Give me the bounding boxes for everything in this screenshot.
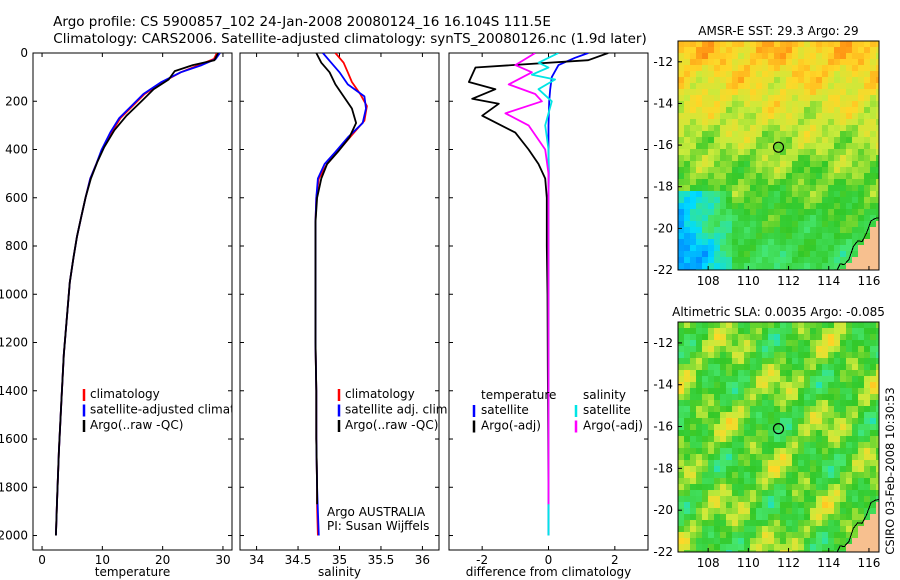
map-sla-xtick-label-4: 116 bbox=[857, 556, 880, 570]
map-sst-ytick-label-3: -18 bbox=[653, 180, 673, 194]
depth-tick-label-400: 400 bbox=[5, 143, 28, 157]
map-sla-ytick-label-1: -14 bbox=[653, 378, 673, 392]
salinity-panel: 34 34.5 35 35.5 36 salinity climatology satelli… bbox=[239, 52, 451, 579]
depth-tick-label-1200: 1200 bbox=[0, 336, 28, 350]
map-sla-ytick-label-4: -20 bbox=[653, 503, 673, 517]
map-sst-ytick-label-4: -20 bbox=[653, 221, 673, 235]
map-sla-frame bbox=[677, 321, 880, 553]
temperature-plot-frame bbox=[32, 52, 233, 551]
depth-tick-label-1800: 1800 bbox=[0, 480, 28, 494]
temperature-xlabel: temperature bbox=[95, 565, 170, 579]
temperature-legend-label-0: climatology bbox=[90, 387, 160, 401]
map-sst-xtick-label-3: 114 bbox=[817, 274, 840, 288]
difference-xtick-label-0: -2 bbox=[476, 553, 488, 567]
map-sla-xtick-label-3: 114 bbox=[817, 556, 840, 570]
map-sst-xtick-label-1: 110 bbox=[737, 274, 760, 288]
depth-tick-label-1600: 1600 bbox=[0, 432, 28, 446]
difference-legend: temperature salinitysatelliteArgo(-adj)sa… bbox=[472, 388, 643, 433]
map-sst-coastline bbox=[836, 217, 879, 270]
map-sla-ytick-label-5: -22 bbox=[653, 545, 673, 559]
salinity-xlabel: salinity bbox=[318, 565, 361, 579]
map-sla-ytick-label-2: -16 bbox=[653, 420, 673, 434]
temperature-legend-label-2: Argo(..raw -QC) bbox=[90, 418, 183, 432]
salinity-series-argo-raw-qc bbox=[314, 53, 358, 505]
map-sst-ytick-label-1: -14 bbox=[653, 96, 673, 110]
map-sst-ytick-label-5: -22 bbox=[653, 263, 673, 277]
temperature-xtick-label-0: 0 bbox=[38, 553, 46, 567]
difference-xtick-label-2: 2 bbox=[611, 553, 619, 567]
salinity-legend-label-2: Argo(..raw -QC) bbox=[345, 418, 438, 432]
temperature-legend: climatology satellite-adjusted climatolog… bbox=[82, 387, 268, 432]
depth-tick-label-1000: 1000 bbox=[0, 287, 28, 301]
salinity-legend-label-0: climatology bbox=[345, 387, 415, 401]
salinity-annotation-line-1: PI: Susan Wijffels bbox=[327, 519, 429, 533]
salinity-plot-frame bbox=[239, 52, 440, 551]
salinity-annotation-line-0: Argo AUSTRALIA bbox=[327, 505, 426, 519]
map-sla-heatmap-cells bbox=[678, 322, 879, 552]
difference-legend-temperature-label-1: Argo(-adj) bbox=[481, 419, 541, 433]
salinity-series-group bbox=[314, 53, 368, 536]
salinity-xtick-label-0: 34 bbox=[249, 553, 264, 567]
map-sst-title: AMSR-E SST: 29.3 Argo: 29 bbox=[698, 24, 858, 38]
temperature-series-argo-raw-qc bbox=[55, 53, 219, 536]
salinity-xtick-label-1: 34.5 bbox=[285, 553, 312, 567]
difference-legend-salinity-heading: salinity bbox=[583, 388, 626, 402]
depth-tick-label-0: 0 bbox=[20, 46, 28, 60]
figure-title-line2: Climatology: CARS2006. Satellite-adjuste… bbox=[53, 31, 646, 47]
difference-xlabel: difference from climatology bbox=[466, 565, 632, 579]
map-sst-ytick-label-2: -16 bbox=[653, 138, 673, 152]
salinity-xtick-label-2: 35 bbox=[332, 553, 347, 567]
depth-tick-label-200: 200 bbox=[5, 94, 28, 108]
temperature-xtick-label-3: 30 bbox=[215, 553, 230, 567]
depth-tick-label-1400: 1400 bbox=[0, 384, 28, 398]
salinity-xtick-label-4: 36 bbox=[415, 553, 430, 567]
difference-xtick-label-1: 0 bbox=[545, 553, 553, 567]
temperature-legend-label-1: satellite-adjusted climatology bbox=[90, 403, 268, 417]
map-sst-argo-location-marker bbox=[772, 141, 785, 153]
difference-series-group bbox=[467, 53, 609, 536]
difference-legend-temperature-heading: temperature bbox=[481, 388, 556, 402]
map-sla-ytick-label-0: -12 bbox=[653, 336, 673, 350]
depth-tick-label-2000: 2000 bbox=[0, 529, 28, 543]
difference-series-salinity-argo-adj bbox=[504, 53, 550, 505]
map-sla-title: Altimetric SLA: 0.0035 Argo: -0.085 bbox=[672, 305, 885, 319]
sst-map-panel: AMSR-E SST: 29.3 Argo: 29 108 110 112 114 116… bbox=[653, 24, 880, 288]
depth-tick-label-800: 800 bbox=[5, 239, 28, 253]
map-sst-ytick-label-0: -12 bbox=[653, 55, 673, 69]
temperature-series-group bbox=[55, 53, 221, 536]
difference-series-temperature-argo-adj bbox=[467, 53, 609, 505]
temperature-xtick-label-1: 10 bbox=[95, 553, 110, 567]
map-sla-ytick-label-3: -18 bbox=[653, 461, 673, 475]
salinity-legend-label-1: satellite adj. clim. bbox=[345, 403, 451, 417]
sla-map-panel: Altimetric SLA: 0.0035 Argo: -0.085 108 11… bbox=[653, 305, 884, 570]
temperature-xtick-label-2: 20 bbox=[155, 553, 170, 567]
map-sst-xtick-label-0: 108 bbox=[697, 274, 720, 288]
map-sla-coastline bbox=[836, 498, 879, 552]
map-sst-xtick-label-4: 116 bbox=[857, 274, 880, 288]
salinity-legend: climatology satellite adj. clim.Argo(..ra… bbox=[337, 387, 451, 432]
map-sla-xtick-label-0: 108 bbox=[697, 556, 720, 570]
difference-legend-salinity-label-0: satellite bbox=[583, 403, 631, 417]
map-sla-xtick-label-1: 110 bbox=[737, 556, 760, 570]
map-sst-xtick-label-2: 112 bbox=[777, 274, 800, 288]
difference-legend-salinity-label-1: Argo(-adj) bbox=[583, 419, 643, 433]
map-sst-frame bbox=[677, 40, 880, 271]
depth-tick-label-600: 600 bbox=[5, 191, 28, 205]
timestamp-stamp: CSIRO 03-Feb-2008 10:30:53 bbox=[883, 387, 897, 554]
temperature-panel: 0 200 400 600 800 1000 1200 1400 1600 1800 2000 0 10… bbox=[0, 46, 268, 579]
map-sla-xtick-label-2: 112 bbox=[777, 556, 800, 570]
difference-legend-temperature-label-0: satellite bbox=[481, 403, 529, 417]
figure-title-line1: Argo profile: CS 5900857_102 24-Jan-2008… bbox=[53, 14, 551, 30]
map-sla-argo-location-marker bbox=[772, 423, 785, 435]
salinity-xtick-label-3: 35.5 bbox=[368, 553, 395, 567]
map-sst-heatmap-cells bbox=[678, 41, 879, 270]
